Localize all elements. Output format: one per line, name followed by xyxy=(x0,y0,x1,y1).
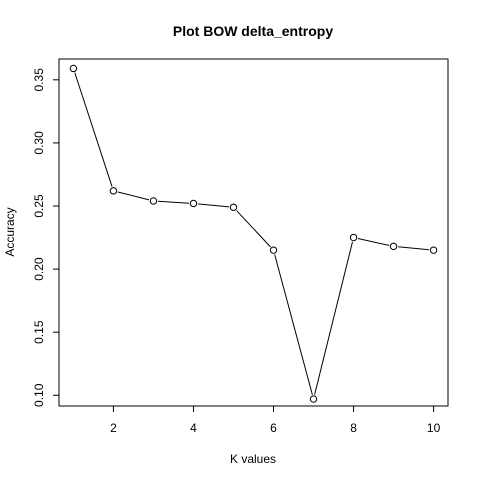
data-point xyxy=(269,246,278,254)
series-segment xyxy=(314,241,353,395)
x-tick-label: 2 xyxy=(110,421,117,435)
data-point xyxy=(389,242,398,251)
data-point xyxy=(309,395,318,403)
data-point xyxy=(109,187,118,195)
series-segment xyxy=(157,200,190,204)
data-point xyxy=(189,199,198,208)
data-point xyxy=(229,203,238,211)
x-tick-label: 8 xyxy=(350,421,357,435)
data-point xyxy=(149,197,158,205)
plot-frame xyxy=(58,58,449,407)
y-tick-label: 0.25 xyxy=(32,194,46,218)
series-segment xyxy=(236,210,271,248)
data-point xyxy=(69,64,78,73)
data-point xyxy=(349,233,358,242)
y-axis: 0.10 0.15 0.20 0.25 0.30 0.35 xyxy=(32,68,59,407)
y-tick-label: 0.20 xyxy=(32,257,46,281)
y-tick-label: 0.35 xyxy=(32,68,46,92)
series-segment xyxy=(398,246,430,251)
x-axis: 2 4 6 8 10 xyxy=(110,406,441,435)
y-tick-label: 0.30 xyxy=(32,131,46,155)
y-tick-label: 0.15 xyxy=(32,320,46,344)
x-axis-label: K values xyxy=(230,452,276,466)
series-segment xyxy=(357,238,390,246)
series-segment xyxy=(74,72,113,187)
series-segment xyxy=(197,203,230,208)
chart-title: Plot BOW delta_entropy xyxy=(173,23,333,39)
y-tick-label: 0.10 xyxy=(32,383,46,407)
series-segment xyxy=(117,191,150,201)
series-segment xyxy=(274,254,313,395)
x-tick-label: 4 xyxy=(190,421,197,435)
series-accuracy xyxy=(69,64,438,403)
x-tick-label: 6 xyxy=(270,421,277,435)
x-tick-label: 10 xyxy=(427,421,441,435)
y-axis-label: Accuracy xyxy=(3,207,17,256)
data-point xyxy=(429,246,438,254)
